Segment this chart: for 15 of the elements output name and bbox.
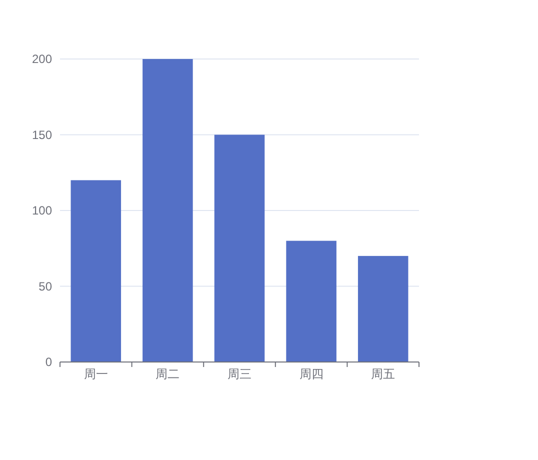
bar — [214, 134, 265, 362]
y-tick-label: 50 — [38, 279, 52, 294]
bar — [70, 180, 122, 362]
bar — [142, 59, 193, 362]
y-tick-label: 0 — [45, 355, 52, 369]
y-tick-label: 200 — [32, 52, 52, 66]
x-tick-label: 周五 — [371, 367, 396, 381]
bar — [358, 256, 408, 362]
x-tick-label: 周一 — [84, 367, 108, 381]
bar — [286, 240, 336, 362]
y-tick-label: 100 — [32, 204, 52, 218]
x-tick-label: 周三 — [228, 367, 252, 381]
x-tick-label: 周二 — [156, 367, 180, 381]
x-tick-label: 周四 — [299, 367, 324, 381]
y-tick-label: 150 — [32, 128, 52, 142]
